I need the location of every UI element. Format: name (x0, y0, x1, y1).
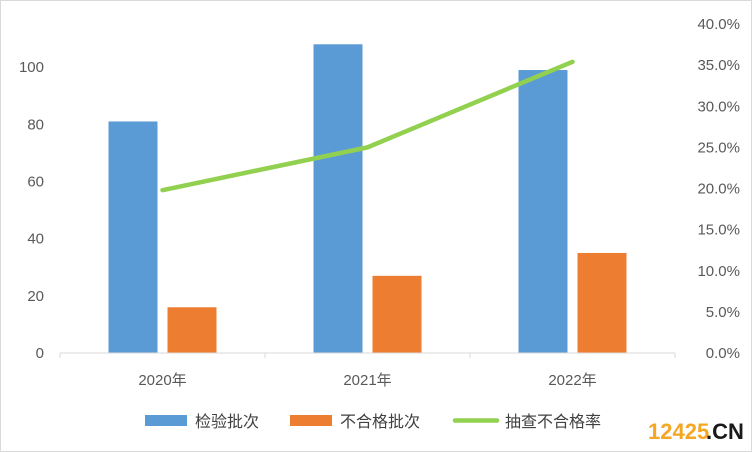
bar-inspected (313, 44, 363, 354)
right-tick-label: 40.0% (697, 16, 740, 33)
left-axis-ticks: 0 20 40 60 80 100 (19, 59, 44, 362)
left-tick-label: 60 (27, 174, 44, 191)
category-label: 2021年 (343, 372, 391, 389)
right-tick-label: 10.0% (697, 263, 740, 280)
watermark-number: 12425 (648, 419, 709, 444)
legend-swatch (290, 415, 332, 426)
bar-failed (167, 307, 217, 353)
legend-swatch (145, 415, 187, 426)
bar-failed (372, 275, 422, 353)
right-tick-label: 15.0% (697, 222, 740, 239)
bar-failed (577, 252, 627, 353)
legend-label: 检验批次 (195, 412, 259, 431)
right-tick-label: 35.0% (697, 57, 740, 74)
right-tick-label: 25.0% (697, 139, 740, 156)
watermark-suffix: .CN (706, 419, 744, 444)
legend: 检验批次 不合格批次 抽查不合格率 (145, 412, 601, 431)
bar-inspected (518, 70, 568, 354)
bar-inspected (108, 121, 158, 353)
left-tick-label: 100 (19, 59, 44, 76)
right-tick-label: 30.0% (697, 98, 740, 115)
category-label: 2022年 (548, 372, 596, 389)
x-axis-ticks (59, 353, 676, 358)
left-tick-label: 0 (36, 345, 44, 362)
bars-layer (108, 44, 627, 354)
left-tick-label: 80 (27, 116, 44, 133)
series-line-rate (160, 59, 575, 193)
right-tick-label: 0.0% (706, 345, 740, 362)
legend-label: 不合格批次 (340, 412, 420, 431)
left-tick-label: 20 (27, 288, 44, 305)
right-tick-label: 20.0% (697, 181, 740, 198)
line-layer (160, 59, 575, 193)
watermark: 12425 .CN (648, 419, 744, 444)
right-axis-ticks: 0.0% 5.0% 10.0% 15.0% 20.0% 25.0% 30.0% 35.0% 40… (697, 16, 740, 362)
category-labels: 2020年 2021年 2022年 (138, 372, 596, 389)
left-tick-label: 40 (27, 231, 44, 248)
legend-label: 抽查不合格率 (505, 412, 601, 431)
right-tick-label: 5.0% (706, 304, 740, 321)
category-label: 2020年 (138, 372, 186, 389)
